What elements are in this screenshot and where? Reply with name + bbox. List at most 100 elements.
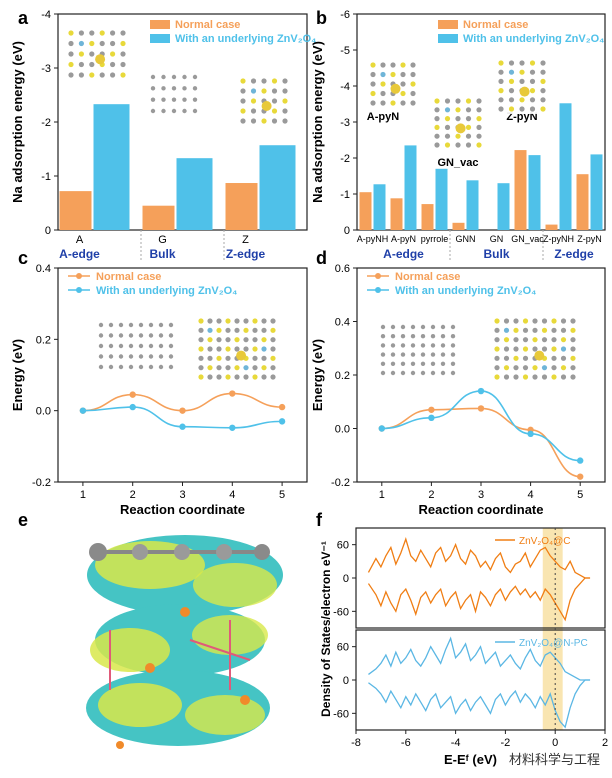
y-tick-label: 60 [337,540,349,552]
molecular-structure-image [66,28,578,382]
atom [110,51,116,57]
atom [410,62,416,68]
atom [243,327,249,333]
y-tick-label: 0.0 [36,406,51,418]
atom [234,327,240,333]
atom [444,124,451,130]
atom [78,61,84,68]
atom [529,78,536,84]
atom [455,98,461,104]
atom [494,327,500,333]
panel-c-line-chart: -0.2 0.0 0.2 0.4 1 2 3 4 5 Reaction coordinate Ene… [10,263,308,517]
atom [570,337,576,343]
atom [400,324,406,330]
x-tick-label: 4 [528,489,534,501]
atom [118,354,124,359]
bar [435,168,448,230]
x-tick-label: -2 [501,737,511,749]
atom [270,355,276,361]
atom [207,318,213,324]
structure-background [496,58,548,114]
atom [110,30,116,36]
atom [570,374,576,380]
dos-line [368,636,591,681]
x-tick-label: Z [242,234,249,246]
data-point [278,418,286,425]
bar [466,180,479,230]
atom [370,71,376,78]
atom [410,343,416,348]
atom [465,116,472,122]
atom [498,69,504,75]
atom [138,354,144,359]
atom [380,90,386,97]
x-tick-label: 2 [428,489,434,501]
atom [410,324,416,330]
atom [390,343,396,348]
atom [282,78,288,84]
data-point [378,425,385,432]
atom [234,346,240,352]
atom [519,97,525,103]
atom [440,343,446,348]
x-tick-label: -6 [401,737,411,749]
atom [108,343,114,349]
atom [282,98,288,104]
atom [270,337,276,343]
x-tick-label: 2 [602,737,608,749]
x-tick-label: -4 [451,737,461,749]
atom [216,337,222,343]
atom [118,333,124,338]
atom [440,324,446,330]
atom [158,322,164,328]
bar [142,205,175,230]
atom [551,374,557,380]
y-tick-label: -4 [340,81,350,93]
atom [390,324,396,330]
y-tick-label: 0 [343,573,349,585]
atom [271,108,278,114]
atom [465,142,472,148]
atom [513,327,519,333]
x-tick-label: A-pyN [391,234,416,244]
legend-swatch-1 [438,34,458,43]
atom [225,346,231,352]
atom [171,74,177,80]
legend-marker [375,287,381,293]
x-tick-label: G [158,234,167,246]
atom [250,78,257,84]
molecular-structure-image [378,322,458,378]
atom [161,86,166,91]
x-tick-label: 5 [279,489,285,501]
molecular-structure-image [492,316,578,382]
atom [225,318,231,324]
y-tick-label: 0.4 [36,263,51,275]
atom [168,354,174,359]
atom [192,97,198,102]
atom [240,78,246,84]
bar [176,158,213,230]
atom [168,333,174,338]
atom [78,51,84,57]
atom [282,88,288,94]
structure-background [432,96,484,150]
atom [128,354,134,359]
atom [503,318,510,324]
bar [359,192,372,230]
atom [240,108,246,114]
atom [465,133,472,139]
atom [450,352,456,357]
atom [250,118,257,124]
legend-label: ZnV₂O₄@C [519,536,570,547]
data-point [428,414,435,421]
atom [390,71,396,78]
atom [551,365,557,371]
atom [207,374,213,380]
atom [68,51,74,57]
atom [541,327,548,333]
atom [192,108,198,114]
y-tick-label: 0.0 [335,424,350,436]
atom [494,374,500,380]
atom [182,74,187,80]
atom [252,374,258,380]
